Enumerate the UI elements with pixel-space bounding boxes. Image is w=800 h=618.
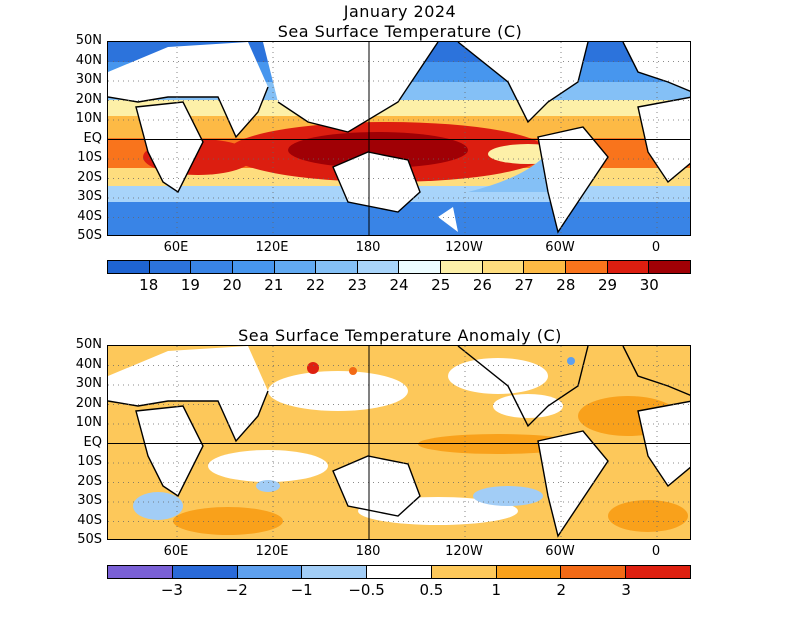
anomaly-lat-label: 10N [75,415,102,430]
sst-colorbar-segment [524,261,567,273]
anomaly-colorbar-segment [302,566,368,578]
anomaly-colorbar-segment [496,566,562,578]
map-title-sst: Sea Surface Temperature (C) [277,22,523,41]
sst-colorbar-segment [316,261,358,273]
sst-colorbar-segment [649,261,690,273]
sst-map-graphic [108,42,690,235]
sst-lat-label: 30S [77,189,102,204]
sst-colorbar-segment [191,261,233,273]
anomaly-colorbar-segment [237,566,303,578]
sst-lat-label: 30N [75,72,102,87]
anomaly-colorbar-label: 3 [621,581,631,599]
sst-lon-label: 120W [445,240,483,255]
anomaly-lat-label: 30S [77,493,102,508]
sst-lon-label: 0 [651,240,661,255]
sst-colorbar-segment [232,261,275,273]
sst-colorbar-segment [441,261,483,273]
sst-anomaly-map [107,345,691,540]
anomaly-colorbar-label: −1 [290,581,313,599]
anomaly-lat-label: 50N [75,337,102,352]
anomaly-lat-label: 40N [75,356,102,372]
anomaly-colorbar [107,565,691,579]
anomaly-colorbar-label: −3 [160,581,183,599]
anomaly-lon-label: 120E [255,544,289,559]
sst-lat-label: 40N [75,52,102,68]
anomaly-colorbar-label: 2 [556,581,566,599]
anomaly-lat-label: 10S [77,454,102,469]
anomaly-lat-label: 50S [77,532,102,547]
sst-colorbar-label: 27 [514,276,534,294]
anomaly-lat-label: 20S [77,473,102,489]
map-title-month: January 2024 [343,2,457,21]
anomaly-colorbar-segment [561,566,627,578]
sst-lon-label: 60E [163,240,189,255]
sst-anomaly-map-graphic [108,346,690,539]
sst-lon-label: 120E [255,240,289,255]
sst-colorbar-label: 22 [306,276,326,294]
sst-colorbar-label: 19 [180,276,200,294]
anomaly-lon-label: 120W [445,544,483,559]
sst-colorbar-label: 21 [264,276,284,294]
sst-colorbar-label: 29 [598,276,618,294]
sst-colorbar-segment [357,261,400,273]
sst-colorbar-segment [566,261,608,273]
anomaly-colorbar-segment [172,566,238,578]
sst-colorbar-segment [607,261,650,273]
anomaly-colorbar-segment [367,566,432,578]
sst-colorbar-label: 30 [639,276,659,294]
anomaly-lon-label: 60E [163,544,189,559]
sst-colorbar-label: 18 [139,276,159,294]
sst-colorbar-segment [399,261,442,273]
anomaly-colorbar-label: −2 [225,581,248,599]
sst-lon-label: 180 [355,240,381,255]
sst-colorbar-label: 28 [556,276,576,294]
sst-lat-label: 50S [77,228,102,243]
sst-colorbar-segment [149,261,192,273]
sst-colorbar-label: 26 [472,276,492,294]
anomaly-colorbar-segment [431,566,497,578]
anomaly-lat-label: 30N [75,376,102,391]
sst-colorbar-label: 24 [389,276,409,294]
sst-lat-label: 50N [75,33,102,48]
anomaly-lat-label: EQ [83,434,102,450]
sst-colorbar [107,260,691,274]
sst-map [107,41,691,236]
map-title-anomaly: Sea Surface Temperature Anomaly (C) [238,326,562,345]
sst-lat-label: 10S [77,150,102,165]
anomaly-colorbar-label: −0.5 [348,581,385,599]
anomaly-lon-label: 60W [545,544,575,559]
anomaly-lon-label: 180 [355,544,381,559]
anomaly-colorbar-segment [626,566,691,578]
sst-colorbar-segment [108,261,150,273]
sst-lat-label: 40S [77,208,102,224]
sst-lat-label: 20N [75,91,102,107]
sst-colorbar-segment [482,261,525,273]
anomaly-colorbar-label: 0.5 [419,581,444,599]
anomaly-lat-label: 20N [75,395,102,411]
sst-colorbar-segment [274,261,317,273]
sst-colorbar-label: 20 [222,276,242,294]
anomaly-lon-label: 0 [651,544,661,559]
anomaly-colorbar-label: 1 [491,581,502,599]
sst-colorbar-label: 25 [431,276,451,294]
anomaly-colorbar-segment [108,566,173,578]
sst-colorbar-label: 23 [347,276,367,294]
sst-lat-label: EQ [83,130,102,146]
sst-lon-label: 60W [545,240,575,255]
anomaly-lat-label: 40S [77,512,102,528]
sst-lat-label: 20S [77,169,102,185]
sst-lat-label: 10N [75,111,102,126]
